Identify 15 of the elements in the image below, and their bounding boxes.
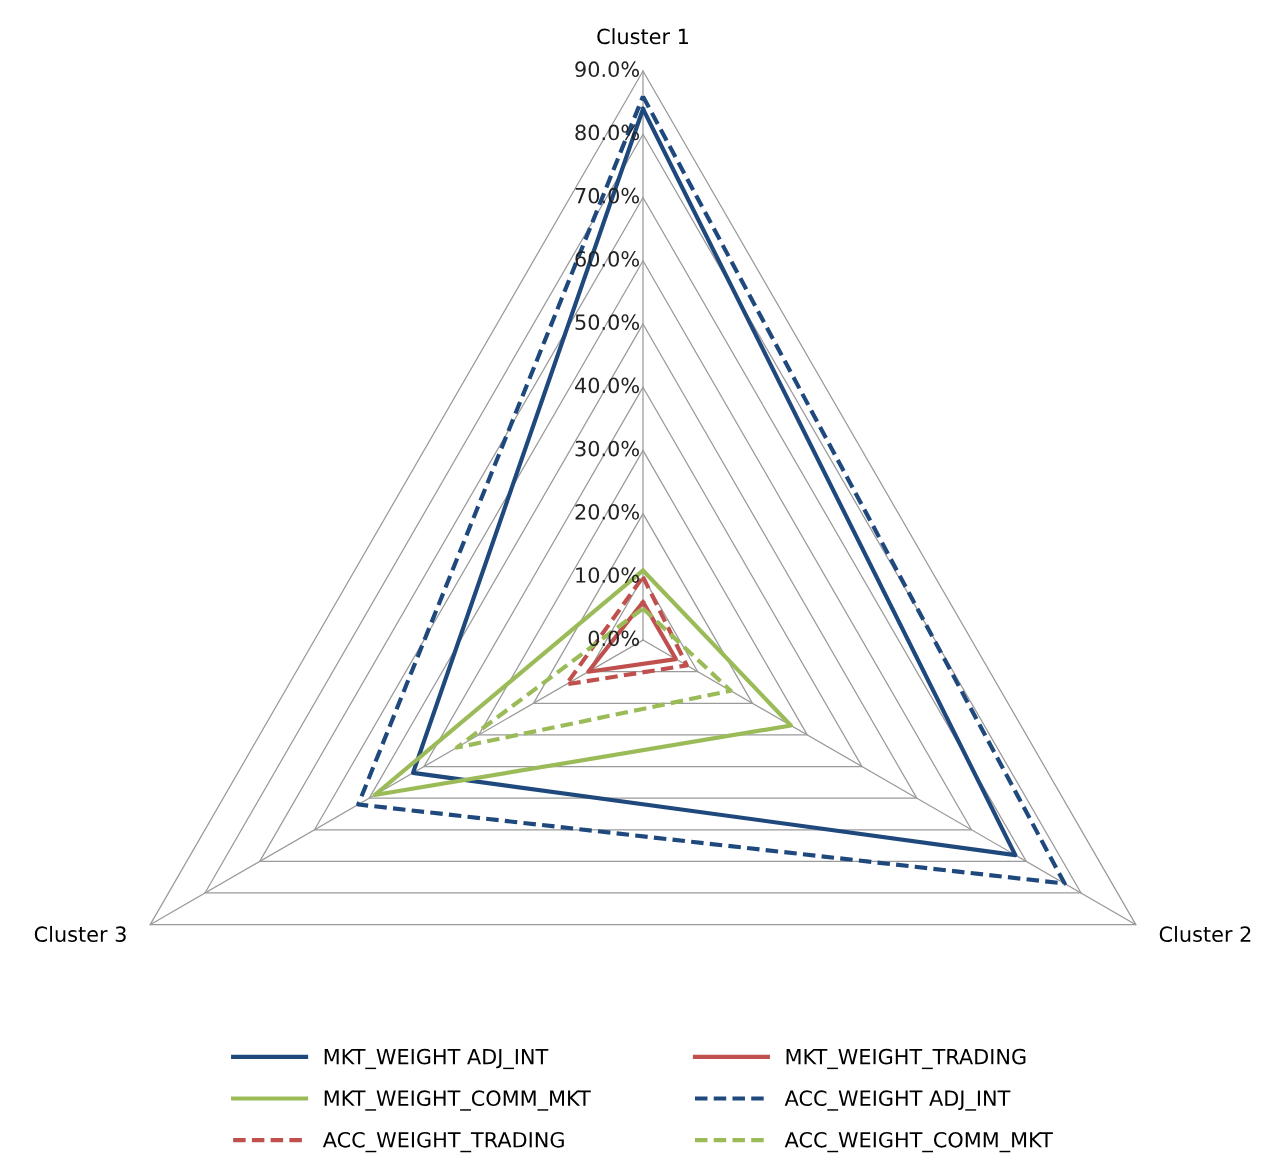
legend-label: ACC_WEIGHT_TRADING [322, 1131, 564, 1153]
legend-label: ACC_WEIGHT ADJ_INT [784, 1090, 1011, 1111]
y-tick-label: 10.0% [576, 567, 640, 583]
spoke-label: Cluster 2 [1159, 925, 1251, 943]
y-tick-label: 50.0% [575, 314, 640, 331]
y-tick-label: 90.0% [575, 61, 640, 78]
y-tick-label: 20.0% [575, 503, 640, 520]
y-tick-label: 30.0% [575, 440, 640, 457]
legend-label: MKT_WEIGHT ADJ_INT [324, 1048, 549, 1070]
spoke-label: Cluster 3 [34, 925, 126, 943]
legend-label: MKT_WEIGHT_TRADING [786, 1048, 1026, 1070]
legend-label: MKT_WEIGHT_COMM_MKT [324, 1090, 591, 1111]
y-tick-label: 40.0% [574, 377, 640, 394]
spoke-label: Cluster 1 [597, 28, 688, 45]
legend-label: ACC_WEIGHT_COMM_MKT [784, 1131, 1053, 1153]
